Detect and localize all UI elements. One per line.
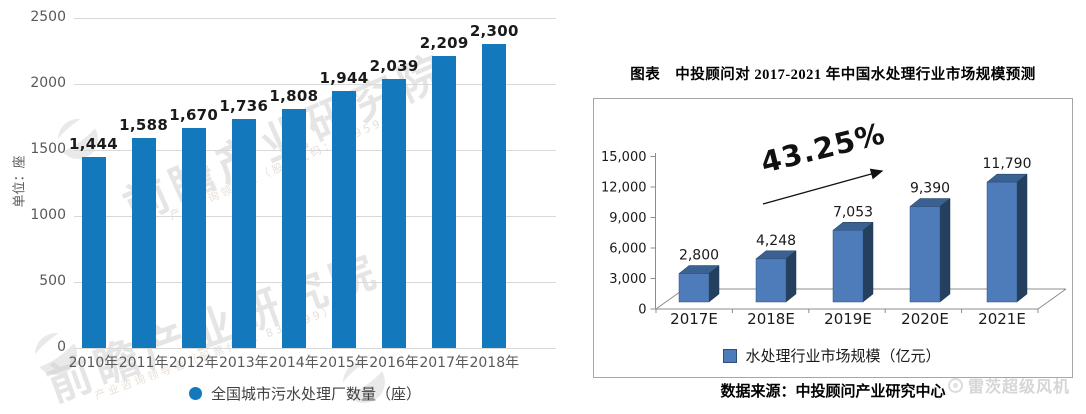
bar-value-label: 4,248 xyxy=(756,233,796,249)
right-x-tick-label: 2019E xyxy=(824,310,872,328)
right-x-tick-label: 2021E xyxy=(978,310,1026,328)
growth-arrow xyxy=(762,168,884,205)
left-gridline xyxy=(74,282,556,283)
right-3d-bar-chart: 0 3,000 6,000 9,000 12,000 15,000 2,800 2017E 4,… xyxy=(601,150,1067,328)
bar-value-label: 9,390 xyxy=(910,181,950,197)
left-y-tick-label: 1500 xyxy=(30,141,66,157)
right-chart-title: 图表 中投顾问对 2017-2021 年中国水处理行业市场规模预测 xyxy=(630,67,1036,83)
bar-2018年 xyxy=(482,44,507,348)
bar-side-2021E xyxy=(1016,173,1028,303)
bar-2020E xyxy=(909,206,941,303)
bar-value-label: 1,808 xyxy=(269,87,319,105)
bar-value-label: 1,670 xyxy=(169,106,219,124)
bar-value-label: 2,039 xyxy=(369,57,419,75)
bar-2021E xyxy=(986,181,1018,303)
left-gridline xyxy=(74,84,556,85)
left-x-tick-label: 2011年 xyxy=(118,355,169,371)
bar-2016年 xyxy=(382,79,407,348)
left-x-tick-label: 2016年 xyxy=(369,355,419,371)
left-x-tick-label: 2015年 xyxy=(319,355,369,371)
left-gridline xyxy=(74,216,556,217)
bar-2015年 xyxy=(332,91,356,348)
right-x-tick-label: 2018E xyxy=(747,310,795,328)
bar-2011年 xyxy=(131,138,156,348)
left-x-tick-label: 2010年 xyxy=(68,355,119,371)
bar-2014年 xyxy=(281,109,306,348)
right-y-tick-label: 9,000 xyxy=(609,211,646,226)
left-legend: 全国城市污水处理厂数量（座） xyxy=(140,383,470,404)
bar-value-label: 11,790 xyxy=(983,156,1032,172)
right-x-tick-label: 2017E xyxy=(670,310,718,328)
bar-2019E xyxy=(832,230,864,303)
left-gridline xyxy=(74,348,556,349)
bar-2010年 xyxy=(81,157,106,348)
bar-2018E xyxy=(755,258,787,303)
right-chart-frame: 0 3,000 6,000 9,000 12,000 15,000 2,800 2017E 4,… xyxy=(593,98,1073,378)
left-legend-label: 全国城市污水处理厂数量（座） xyxy=(210,385,421,403)
bar-value-label: 1,944 xyxy=(319,69,369,87)
right-y-tick-label: 3,000 xyxy=(609,272,646,287)
right-y-tick-label: 15,000 xyxy=(601,150,647,165)
bar-value-label: 7,053 xyxy=(833,204,873,220)
right-legend: 水处理行业市场规模（亿元） xyxy=(593,345,1071,366)
right-y-tick-label: 12,000 xyxy=(601,181,647,196)
bar-value-label: 2,300 xyxy=(469,22,519,40)
left-y-tick-label: 2500 xyxy=(30,9,66,25)
watermark-corner: 雷茨超级风机 xyxy=(948,373,1070,397)
left-y-tick-label: 2000 xyxy=(30,75,66,91)
left-x-tick-label: 2012年 xyxy=(168,355,219,371)
legend-square-marker xyxy=(723,348,738,363)
left-x-tick-label: 2017年 xyxy=(419,355,469,371)
left-y-tick-label: 500 xyxy=(39,273,66,289)
left-gridline xyxy=(74,18,556,19)
bar-value-label: 2,800 xyxy=(679,248,719,264)
left-y-tick-label: 0 xyxy=(57,339,66,355)
watermark-corner-text: 雷茨超级风机 xyxy=(968,377,1071,396)
bar-side-2019E xyxy=(862,221,874,303)
left-x-tick-label: 2013年 xyxy=(218,355,269,371)
left-x-tick-label: 2018年 xyxy=(469,355,520,371)
right-legend-label: 水处理行业市场规模（亿元） xyxy=(745,347,941,365)
right-y-tick-label: 0 xyxy=(638,303,646,318)
bar-value-label: 2,209 xyxy=(419,34,469,52)
legend-circle-marker xyxy=(188,387,202,400)
bar-value-label: 1,588 xyxy=(119,116,169,134)
bar-2017年 xyxy=(432,56,457,348)
right-y-tick-label: 6,000 xyxy=(609,242,646,257)
bar-side-2020E xyxy=(939,198,951,303)
left-y-tick-label: 1000 xyxy=(30,207,66,223)
left-gridline xyxy=(74,150,556,151)
bar-2013年 xyxy=(231,119,256,348)
left-x-tick-label: 2014年 xyxy=(269,355,319,371)
bar-2017E xyxy=(678,273,710,303)
bar-side-2018E xyxy=(785,250,797,303)
bar-value-label: 1,736 xyxy=(219,97,269,115)
fan-logo-icon xyxy=(948,377,963,393)
data-source-caption: 数据来源：中投顾问产业研究中心 xyxy=(720,382,946,400)
right-x-tick-label: 2020E xyxy=(901,310,949,328)
left-y-axis-title: 单位：座 xyxy=(12,155,28,208)
bar-value-label: 1,444 xyxy=(69,135,118,153)
bar-2012年 xyxy=(181,128,206,348)
